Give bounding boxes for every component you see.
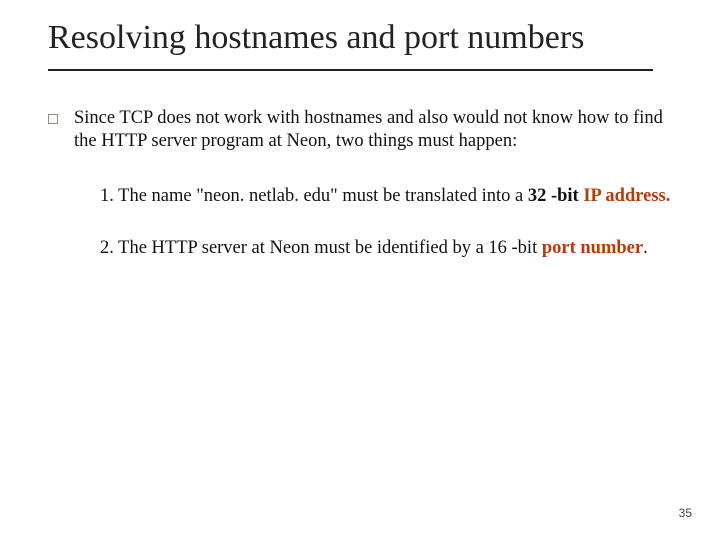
item2-bold-red: port number — [542, 238, 643, 258]
item1-bold-red: IP address. — [583, 186, 670, 206]
main-bullet-row: Since TCP does not work with hostnames a… — [48, 107, 672, 154]
page-title: Resolving hostnames and port numbers — [48, 18, 720, 59]
item1-bold-black: 32 -bit — [528, 186, 584, 206]
item2-tail: . — [643, 238, 648, 258]
content-area: Since TCP does not work with hostnames a… — [0, 71, 720, 260]
main-paragraph: Since TCP does not work with hostnames a… — [74, 107, 672, 154]
square-bullet-icon — [48, 114, 58, 124]
title-block: Resolving hostnames and port numbers — [0, 0, 720, 71]
item1-lead: 1. The name "neon. netlab. edu" must be … — [100, 186, 528, 206]
list-item: 1. The name "neon. netlab. edu" must be … — [100, 184, 672, 208]
page-number: 35 — [679, 506, 692, 520]
item2-lead: 2. The HTTP server at Neon must be ident… — [100, 238, 542, 258]
numbered-list: 1. The name "neon. netlab. edu" must be … — [48, 184, 672, 260]
list-item: 2. The HTTP server at Neon must be ident… — [100, 236, 672, 260]
